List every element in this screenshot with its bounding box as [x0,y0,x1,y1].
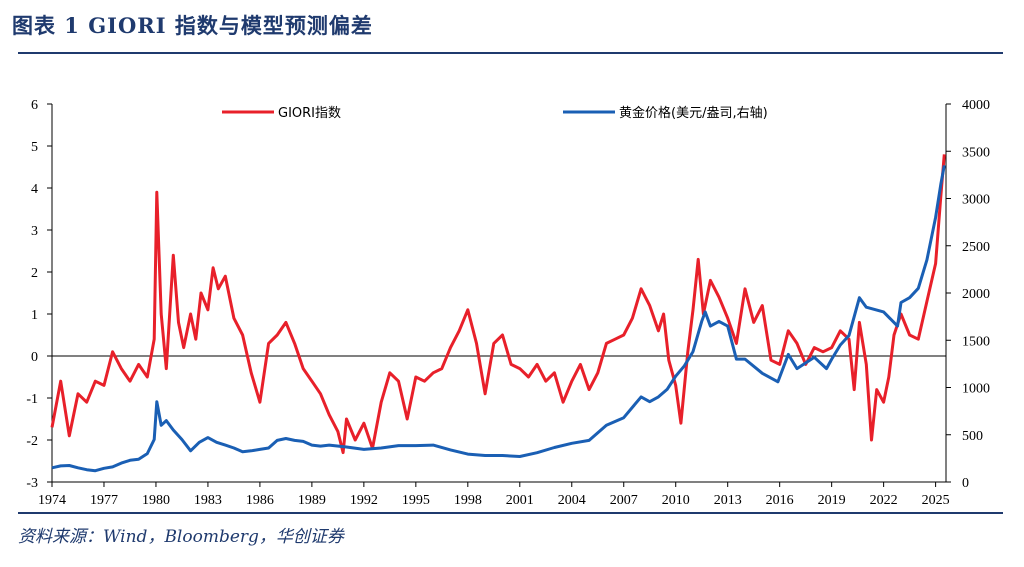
chart-legend: GIORI指数 黄金价格(美元/盎司,右轴) [222,105,768,121]
x-tick-label: 1986 [246,493,274,508]
left-y-tick-label: -2 [26,434,38,449]
series-layer [50,154,946,473]
right-y-tick-label: 500 [962,429,983,444]
legend-label: 黄金价格(美元/盎司,右轴) [619,105,768,121]
chart-axes: -3 -2 -1 0 1 2 3 4 5 6 0 500 1000 1500 2000 2500 3000 350… [26,98,990,508]
left-y-tick-label: 5 [31,140,38,155]
page-title: 图表 1 GIORI 指数与模型预测偏差 [12,13,373,38]
right-y-tick-label: 4000 [962,98,990,113]
series-gold-price-line [51,165,946,473]
left-y-tick-label: -3 [26,476,38,491]
left-y-tick-label: 2 [31,266,38,281]
footer-rule [18,512,1003,514]
x-tick-label: 1998 [454,493,482,508]
x-tick-label: 1995 [402,493,430,508]
right-y-tick-label: 3500 [962,145,990,160]
header-rule [18,52,1003,54]
left-y-tick-label: -1 [26,392,38,407]
left-y-tick-label: 6 [31,98,38,113]
right-y-tick-label: 2500 [962,240,990,255]
series-giori-line [50,154,946,455]
x-tick-label: 2004 [558,493,586,508]
x-tick-label: 2019 [818,493,846,508]
source-note: 资料来源：Wind，Bloomberg，华创证券 [18,527,344,547]
right-y-tick-label: 1500 [962,334,990,349]
x-tick-label: 1980 [142,493,170,508]
x-tick-label: 1989 [298,493,326,508]
x-tick-label: 1977 [90,493,118,508]
x-tick-label: 1974 [38,493,66,508]
left-y-tick-label: 3 [31,224,38,239]
right-y-tick-label: 3000 [962,193,990,208]
left-y-tick-label: 0 [31,350,38,365]
right-y-tick-label: 1000 [962,382,990,397]
left-y-tick-label: 4 [31,182,38,197]
x-tick-label: 2013 [714,493,742,508]
right-y-tick-label: 0 [962,476,969,491]
right-y-tick-label: 2000 [962,287,990,302]
legend-label: GIORI指数 [278,106,341,121]
x-tick-label: 1983 [194,493,222,508]
x-tick-label: 1992 [350,493,378,508]
x-tick-label: 2001 [506,493,534,508]
x-tick-label: 2022 [870,493,898,508]
x-tick-label: 2010 [662,493,690,508]
x-tick-label: 2007 [610,493,638,508]
x-tick-label: 2025 [922,493,950,508]
x-tick-label: 2016 [766,493,794,508]
left-y-tick-label: 1 [31,308,38,323]
